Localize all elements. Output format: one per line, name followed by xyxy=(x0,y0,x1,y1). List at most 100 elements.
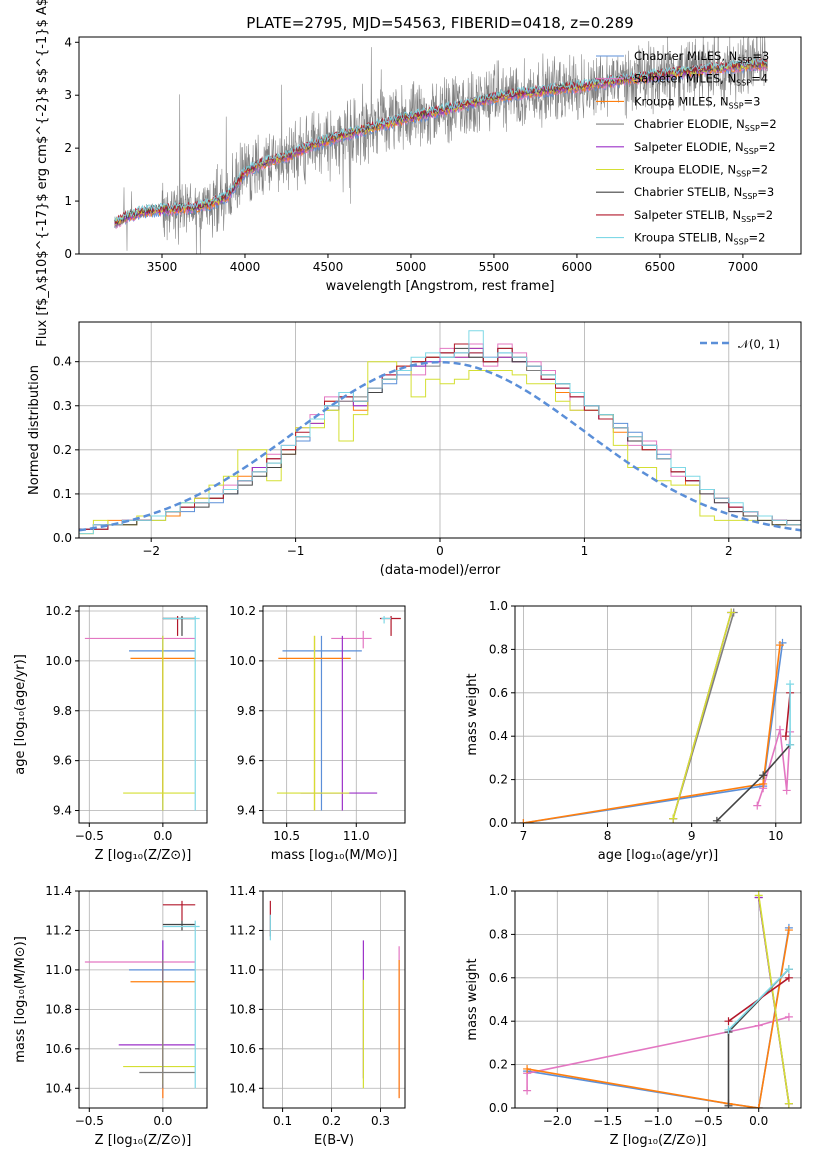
axes-frame xyxy=(262,890,406,1109)
mass-weight-marker xyxy=(712,816,721,823)
mass-weight-marker xyxy=(784,965,793,974)
x-tick-label: 7 xyxy=(520,829,528,843)
y-tick-label: 0.1 xyxy=(53,487,72,501)
plot-area xyxy=(276,615,401,811)
x-tick-label: −1.5 xyxy=(593,1114,622,1128)
x-axis-label: Z [log₁₀(Z/Z⊙)] xyxy=(95,1133,192,1148)
plot-area xyxy=(84,900,200,1099)
y-tick-label: 9.6 xyxy=(53,754,72,768)
normal-legend-label: 𝒩(0, 1) xyxy=(738,337,780,351)
figure-title: PLATE=2795, MJD=54563, FIBERID=0418, z=0… xyxy=(246,14,633,32)
y-tick-label: 3 xyxy=(64,88,72,102)
x-axis-label: Z [log₁₀(Z/Z⊙)] xyxy=(95,848,192,863)
mass-weight-marker xyxy=(784,1099,793,1108)
y-tick-label: 9.8 xyxy=(237,704,256,718)
x-tick-label: 0.0 xyxy=(153,829,172,843)
y-tick-label: 0.0 xyxy=(53,531,72,545)
grid xyxy=(515,605,801,824)
legend-entry: Salpeter MILES, NSSP=4 xyxy=(634,72,768,88)
x-tick-label: 3500 xyxy=(147,260,178,274)
mass-weight-marker xyxy=(724,1025,733,1034)
x-tick-label: 0.0 xyxy=(749,1114,768,1128)
x-tick-label: −2.0 xyxy=(543,1114,572,1128)
legend-entry: Salpeter ELODIE, NSSP=2 xyxy=(634,140,776,156)
histogram-step xyxy=(79,330,801,535)
y-tick-label: 0.3 xyxy=(53,399,72,413)
y-tick-label: 11.2 xyxy=(229,923,256,937)
y-tick-label: 9.4 xyxy=(53,804,72,818)
y-tick-label: 10.2 xyxy=(229,604,256,618)
y-axis-label: mass weight xyxy=(465,673,480,755)
x-tick-label: 0.2 xyxy=(322,1114,341,1128)
plot-area xyxy=(79,330,801,535)
mass-weight-line xyxy=(523,642,784,823)
mass-weight-marker xyxy=(786,680,795,689)
x-tick-label: 6500 xyxy=(645,260,676,274)
mass-weight-marker xyxy=(724,1101,733,1108)
y-tick-label: 10.2 xyxy=(45,604,72,618)
axes-frame xyxy=(78,605,208,824)
histogram-step xyxy=(79,343,801,530)
mass-weight-marker xyxy=(754,891,763,900)
x-tick-label: 0.0 xyxy=(153,1114,172,1128)
y-tick-label: 2 xyxy=(64,141,72,155)
y-tick-label: 10.6 xyxy=(45,1042,72,1056)
mass-weight-marker xyxy=(759,779,768,788)
y-tick-label: 10.4 xyxy=(45,1081,72,1095)
y-tick-label: 11.0 xyxy=(45,963,72,977)
y-tick-label: 0.2 xyxy=(489,1058,508,1072)
x-axis-label: Z [log₁₀(Z/Z⊙)] xyxy=(610,1133,707,1148)
y-axis-label: Flux [f$_λ$10$^{-17}$ erg cm$^{-2}$ s$^{… xyxy=(35,0,50,347)
x-axis-label: E(B-V) xyxy=(314,1133,354,1148)
mass-weight-marker xyxy=(727,608,736,617)
x-tick-label: 4000 xyxy=(230,260,261,274)
model-spectrum-line xyxy=(114,58,768,225)
plot-area xyxy=(519,608,795,823)
y-tick-label: 1 xyxy=(64,194,72,208)
y-tick-label: 9.6 xyxy=(237,754,256,768)
x-tick-label: 5000 xyxy=(396,260,427,274)
plot-area xyxy=(523,891,793,1108)
y-tick-label: 0.8 xyxy=(489,927,508,941)
mass-weight-line xyxy=(672,612,732,819)
grid xyxy=(263,890,405,1108)
y-tick-label: 0.4 xyxy=(53,355,72,369)
y-tick-label: 10.4 xyxy=(229,1081,256,1095)
legend-entry: Chabrier STELIB, NSSP=3 xyxy=(634,185,774,201)
mass-weight-line xyxy=(727,968,790,1031)
model-spectrum-line xyxy=(114,57,768,222)
y-tick-label: 1.0 xyxy=(489,884,508,898)
y-tick-label: 9.8 xyxy=(53,704,72,718)
x-tick-label: 1 xyxy=(581,544,589,558)
mass-weight-line xyxy=(757,895,790,1104)
legend-entry: Chabrier ELODIE, NSSP=2 xyxy=(634,117,777,133)
legend-entry: Kroupa STELIB, NSSP=2 xyxy=(634,231,765,247)
y-tick-label: 10.0 xyxy=(45,654,72,668)
x-tick-label: 0 xyxy=(436,544,444,558)
x-tick-label: 9 xyxy=(688,829,696,843)
x-tick-label: −1 xyxy=(287,544,305,558)
grid xyxy=(263,606,405,823)
plot-area xyxy=(114,37,768,254)
y-axis-label: mass [log₁₀(M/M⊙)] xyxy=(13,936,28,1063)
mass-weight-marker xyxy=(782,786,791,795)
x-tick-label: 10.5 xyxy=(273,829,300,843)
y-tick-label: 11.4 xyxy=(229,884,256,898)
y-tick-label: 0.4 xyxy=(489,1014,508,1028)
y-tick-label: 0.8 xyxy=(489,642,508,656)
y-tick-label: 4 xyxy=(64,35,72,49)
y-tick-label: 0.4 xyxy=(489,729,508,743)
mass-weight-line xyxy=(756,729,791,806)
y-tick-label: 0.0 xyxy=(489,1101,508,1115)
legend-entry: Kroupa ELODIE, NSSP=2 xyxy=(634,163,768,179)
x-axis-label: wavelength [Angstrom, rest frame] xyxy=(326,279,555,294)
axes-frame xyxy=(262,605,406,824)
x-tick-label: 4500 xyxy=(313,260,344,274)
Z-age-axes: −0.5 0.0 9.4 9.6 9.8 10.0 10.2 Z [log₁₀(Z/Z⊙)] a… xyxy=(13,604,208,863)
mass-weight-line xyxy=(716,744,791,822)
mass-weight-marker xyxy=(775,725,784,734)
EBV-mass-axes: 0.1 0.2 0.3 10.4 10.6 10.8 11.0 11.2 11.4 E(B-V) xyxy=(229,884,406,1148)
mass-weight-marker xyxy=(724,1017,733,1026)
y-tick-label: 11.4 xyxy=(45,884,72,898)
